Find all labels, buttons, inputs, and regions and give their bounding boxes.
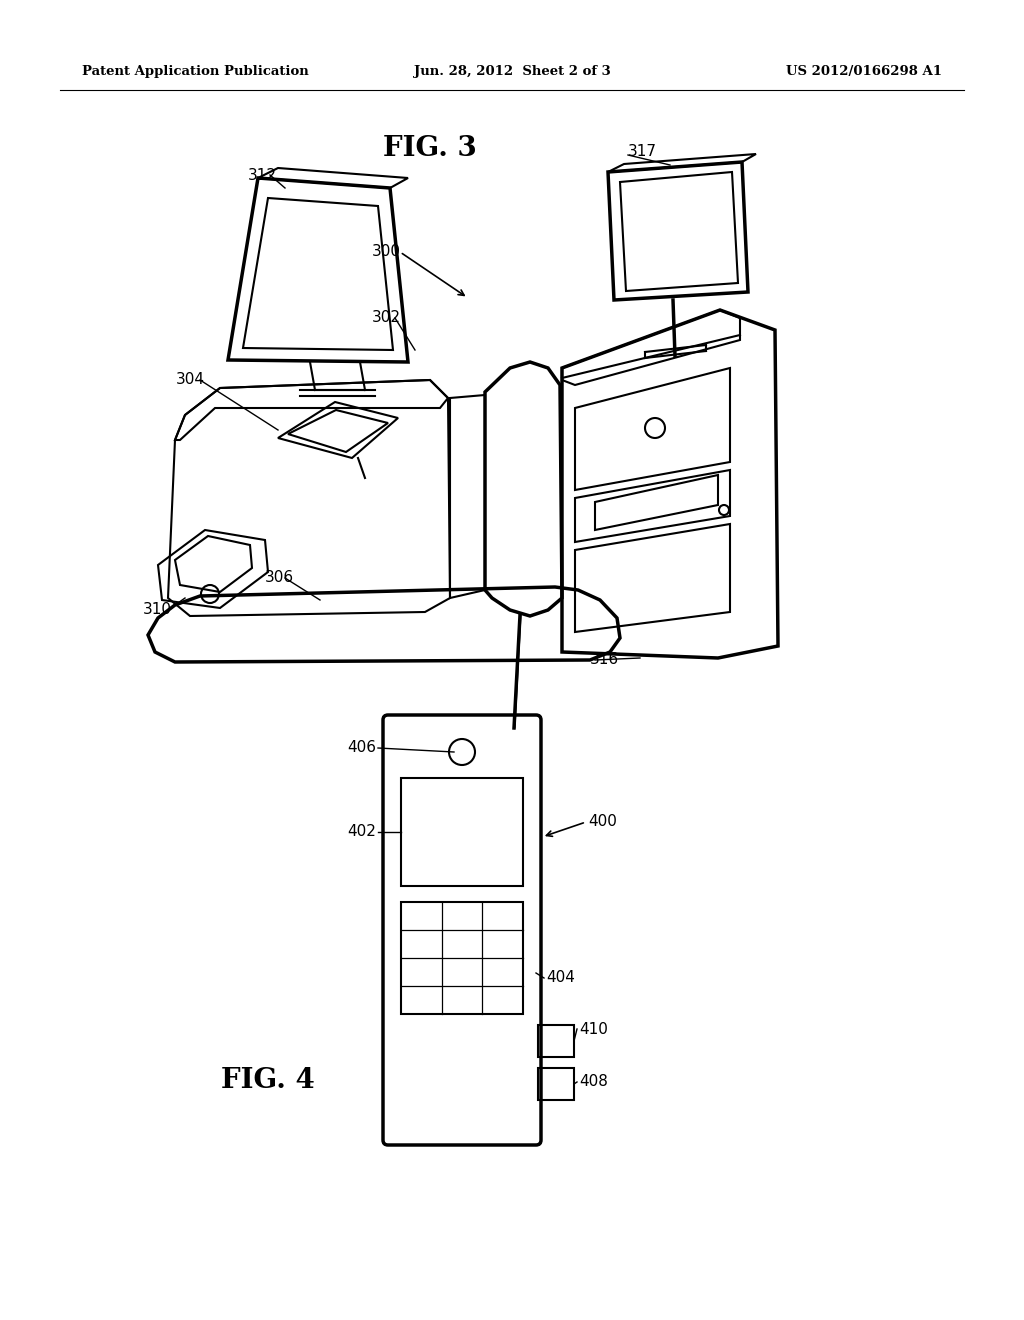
Text: 300: 300 [372, 244, 401, 260]
Text: 312: 312 [248, 168, 278, 182]
Bar [538, 1068, 574, 1100]
Text: 402: 402 [347, 825, 376, 840]
Text: 316: 316 [590, 652, 620, 668]
Text: 304: 304 [176, 372, 205, 388]
Bar [401, 902, 523, 1014]
Bar [401, 777, 523, 886]
Text: 400: 400 [588, 814, 616, 829]
Text: 410: 410 [579, 1022, 608, 1036]
Text: 310: 310 [143, 602, 172, 618]
Bar [538, 1026, 574, 1057]
Text: 302: 302 [372, 310, 401, 326]
Text: US 2012/0166298 A1: US 2012/0166298 A1 [786, 66, 942, 78]
Text: FIG. 3: FIG. 3 [383, 135, 477, 161]
Text: Jun. 28, 2012  Sheet 2 of 3: Jun. 28, 2012 Sheet 2 of 3 [414, 66, 610, 78]
Text: Patent Application Publication: Patent Application Publication [82, 66, 309, 78]
Text: 306: 306 [265, 570, 294, 586]
Text: FIG. 4: FIG. 4 [221, 1067, 314, 1093]
Text: 408: 408 [579, 1074, 608, 1089]
Text: 404: 404 [546, 970, 574, 986]
Text: 406: 406 [347, 741, 376, 755]
Text: 317: 317 [628, 144, 657, 160]
